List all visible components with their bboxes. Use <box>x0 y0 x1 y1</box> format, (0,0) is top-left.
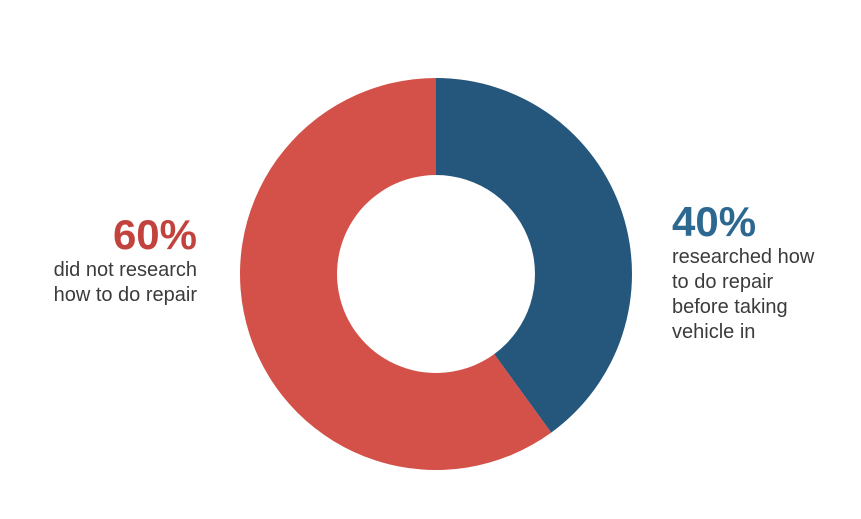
percent-60-label: 60% <box>112 211 197 258</box>
label-block-40: 40% researched how to do repair before t… <box>672 199 814 345</box>
label-40-line-4: vehicle in <box>672 321 756 343</box>
label-60-line-2: how to do repair <box>53 284 197 306</box>
label-40-line-1: researched how <box>672 246 815 268</box>
pie-slice-60 <box>239 78 552 470</box>
label-block-60: 60% did not research how to do repair <box>54 212 197 308</box>
label-40-line-3: before taking <box>672 296 788 318</box>
label-60-line-1: did not research <box>53 259 197 281</box>
label-40-line-2: to do repair <box>672 271 774 293</box>
donut-chart <box>239 78 632 470</box>
percent-40-label: 40% <box>672 198 757 245</box>
pie-slice-40 <box>436 78 632 433</box>
